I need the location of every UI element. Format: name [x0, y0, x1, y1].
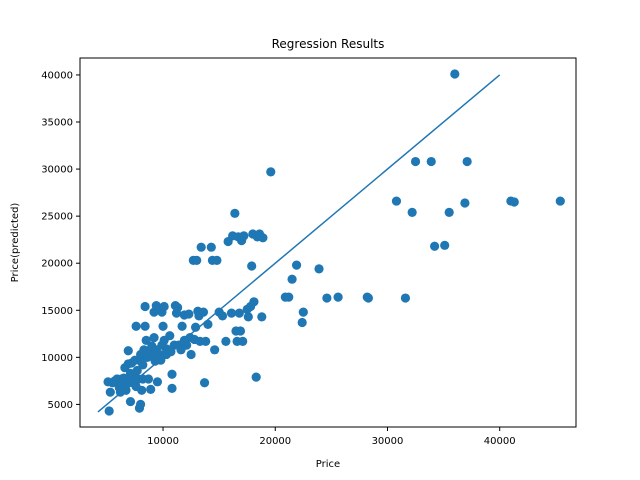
scatter-point	[212, 255, 222, 265]
y-axis-ticks: 5000 10000 15000 20000 25000 30000 35000 40000	[41, 70, 80, 411]
scatter-point	[555, 196, 565, 206]
scatter-point	[257, 312, 267, 322]
scatter-point	[217, 311, 228, 321]
scatter-point	[462, 156, 472, 167]
scatter-point	[206, 242, 216, 252]
scatter-point	[140, 301, 150, 312]
scatter-point	[243, 312, 253, 322]
y-tick-label: 5000	[48, 400, 73, 411]
scatter-point	[167, 369, 177, 379]
scatter-point	[238, 336, 248, 346]
scatter-point	[400, 293, 411, 303]
y-tick-label: 10000	[41, 353, 73, 364]
scatter-point	[430, 241, 440, 251]
scatter-point	[251, 372, 261, 382]
scatter-point	[105, 387, 115, 397]
scatter-point	[141, 335, 151, 345]
scatter-point	[203, 319, 213, 329]
scatter-point	[156, 355, 166, 365]
scatter-point	[192, 255, 202, 265]
scatter-point	[426, 156, 436, 167]
scatter-point	[143, 374, 154, 384]
scatter-point	[297, 317, 307, 328]
scatter-point	[201, 336, 211, 346]
scatter-point	[363, 293, 373, 303]
y-axis-label: Price(predicted)	[10, 203, 21, 283]
y-tick-label: 35000	[41, 118, 73, 129]
scatter-point	[182, 340, 192, 350]
scatter-point	[149, 332, 159, 343]
scatter-point	[314, 264, 324, 274]
scatter-point	[284, 292, 294, 302]
scatter-point	[167, 383, 177, 394]
scatter-point	[226, 308, 237, 318]
scatter-point	[186, 349, 196, 360]
scatter-point	[298, 307, 308, 317]
scatter-point	[177, 321, 187, 331]
scatter-point	[125, 396, 136, 407]
x-axis-label: Price	[316, 459, 340, 470]
scatter-point	[196, 242, 206, 252]
scatter-point	[258, 233, 268, 243]
y-tick-label: 40000	[41, 70, 73, 81]
scatter-point	[135, 399, 146, 410]
scatter-point	[234, 308, 244, 318]
scatter-point	[184, 309, 194, 319]
scatter-point	[221, 336, 231, 346]
scatter-point	[152, 377, 163, 387]
scatter-point	[391, 196, 402, 206]
scatter-point	[210, 345, 220, 355]
scatter-point	[235, 326, 246, 336]
scatter-point	[190, 322, 201, 332]
scatter-point	[444, 207, 454, 217]
plot-frame	[79, 57, 577, 428]
scatter-point	[247, 261, 257, 271]
scatter-point	[450, 69, 460, 79]
scatter-point	[287, 274, 297, 284]
scatter-point	[138, 360, 148, 370]
x-axis-ticks: 10000 20000 30000 40000	[147, 427, 516, 447]
scatter-point	[460, 198, 470, 208]
scatter-point	[322, 293, 332, 303]
scatter-point	[146, 384, 156, 394]
y-tick-label: 15000	[41, 306, 73, 317]
scatter-point	[165, 331, 175, 341]
scatter-point	[239, 231, 249, 241]
scatter-point	[266, 167, 276, 177]
scatter-point	[198, 307, 209, 317]
scatter-point	[158, 321, 168, 331]
y-tick-label: 20000	[41, 259, 73, 270]
scatter-point	[140, 321, 150, 331]
scatter-point	[131, 321, 141, 331]
scatter-point	[104, 406, 114, 416]
scatter-points-layer	[103, 69, 565, 416]
x-tick-label: 40000	[484, 436, 516, 447]
y-tick-label: 25000	[41, 212, 73, 223]
scatter-point	[291, 260, 302, 270]
scatter-point	[159, 301, 169, 312]
x-tick-label: 30000	[372, 436, 404, 447]
scatter-point	[249, 297, 259, 307]
scatter-point	[173, 302, 183, 313]
scatter-point	[333, 292, 343, 302]
x-tick-label: 20000	[259, 436, 291, 447]
scatter-point	[132, 365, 142, 376]
scatter-point	[440, 240, 450, 250]
scatter-point	[199, 378, 210, 388]
scatter-point	[410, 156, 421, 167]
y-tick-label: 30000	[41, 165, 73, 176]
scatter-point	[137, 385, 147, 395]
scatter-point	[123, 346, 133, 356]
scatter-point	[407, 207, 417, 217]
scatter-point	[230, 208, 240, 218]
chart-title: Regression Results	[272, 37, 385, 51]
x-tick-label: 10000	[147, 436, 179, 447]
scatter-point	[509, 197, 519, 207]
